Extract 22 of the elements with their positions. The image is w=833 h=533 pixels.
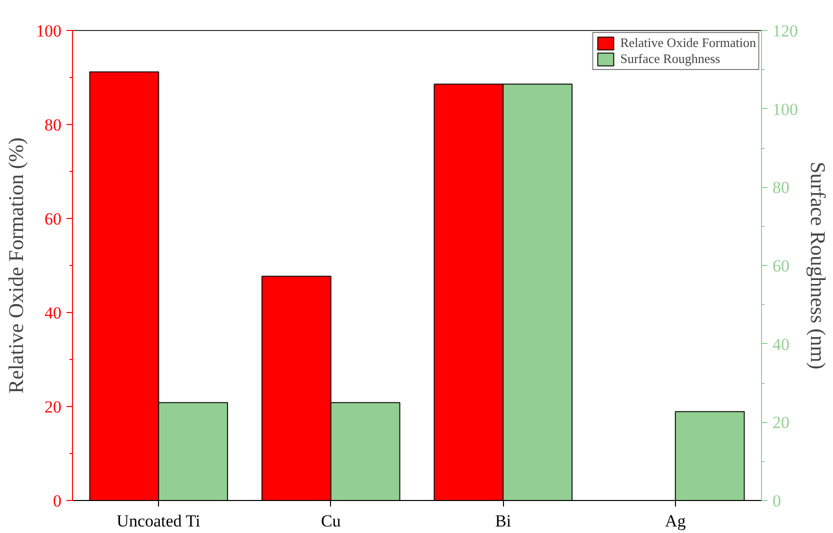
y2-tick-label: 20 [772, 413, 790, 432]
y-tick-label: 80 [44, 116, 62, 134]
legend-label: Surface Roughness [620, 51, 720, 67]
y2-tick-label: 100 [772, 100, 798, 119]
y-tick-label: 40 [44, 304, 62, 322]
y2-tick-label: 80 [772, 178, 790, 198]
bar [674, 411, 745, 500]
y-axis-title: Relative Oxide Formation (%) [4, 137, 28, 394]
x-tick-label: Bi [495, 512, 512, 530]
x-tick-label: Cu [320, 512, 342, 530]
x-tick-label: Uncoated Ti [116, 512, 201, 530]
y2-tick-label: 60 [772, 256, 790, 276]
legend-label: Relative Oxide Formation [620, 35, 756, 51]
y-tick-label: 100 [36, 22, 62, 40]
x-tick-label: Ag [664, 512, 686, 530]
y2-tick-label: 40 [772, 334, 790, 354]
y2-tick-label: 0 [772, 492, 781, 510]
y-tick-label: 60 [44, 210, 62, 228]
y2-axis-title: Surface Roughness (nm) [806, 162, 830, 370]
y-tick-label: 0 [53, 492, 62, 510]
y-tick-label: 20 [44, 398, 62, 416]
y2-tick-label: 120 [772, 22, 798, 40]
